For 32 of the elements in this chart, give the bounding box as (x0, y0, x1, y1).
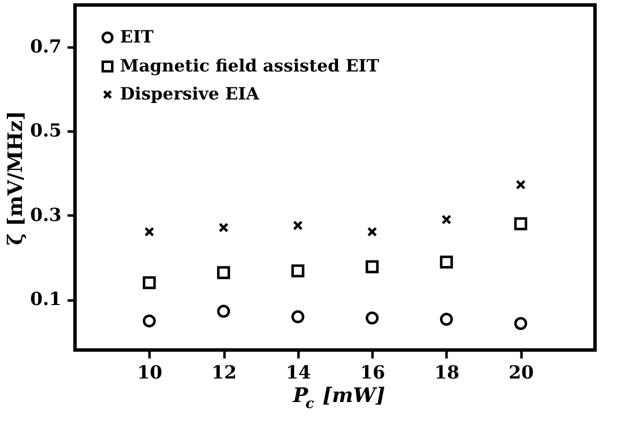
point (142, 276, 156, 290)
y-tick-label: 0.1 (30, 289, 62, 310)
legend-label: Magnetic field assisted EIT (120, 56, 380, 76)
point (218, 222, 228, 232)
point (366, 312, 379, 325)
point (367, 226, 378, 237)
point (440, 256, 453, 269)
x-tick-label: 14 (286, 362, 311, 384)
y-axis-title: ζ [mV/MHz] (3, 110, 28, 246)
x-tick-label: 20 (508, 362, 534, 384)
legend-label: Dispersive EIA (120, 84, 260, 104)
point (440, 312, 453, 326)
point (142, 314, 156, 328)
point (217, 304, 230, 318)
point (516, 180, 526, 190)
y-tick-label: 0.5 (30, 120, 62, 142)
y-tick-label: 0.3 (30, 204, 62, 226)
point (514, 217, 528, 230)
point (514, 317, 528, 330)
x-tick-label: 16 (360, 362, 386, 384)
point (144, 226, 154, 237)
x-tick-label: 18 (434, 362, 460, 384)
point (217, 266, 230, 280)
point (291, 264, 304, 278)
point (442, 214, 452, 224)
point (292, 220, 303, 230)
y-tick-label: 0.7 (30, 36, 62, 58)
x-tick-label: 12 (212, 362, 237, 384)
legend-label: EIT (120, 28, 154, 48)
x-tick-label: 10 (137, 362, 162, 384)
point (291, 310, 304, 324)
point (366, 260, 379, 274)
